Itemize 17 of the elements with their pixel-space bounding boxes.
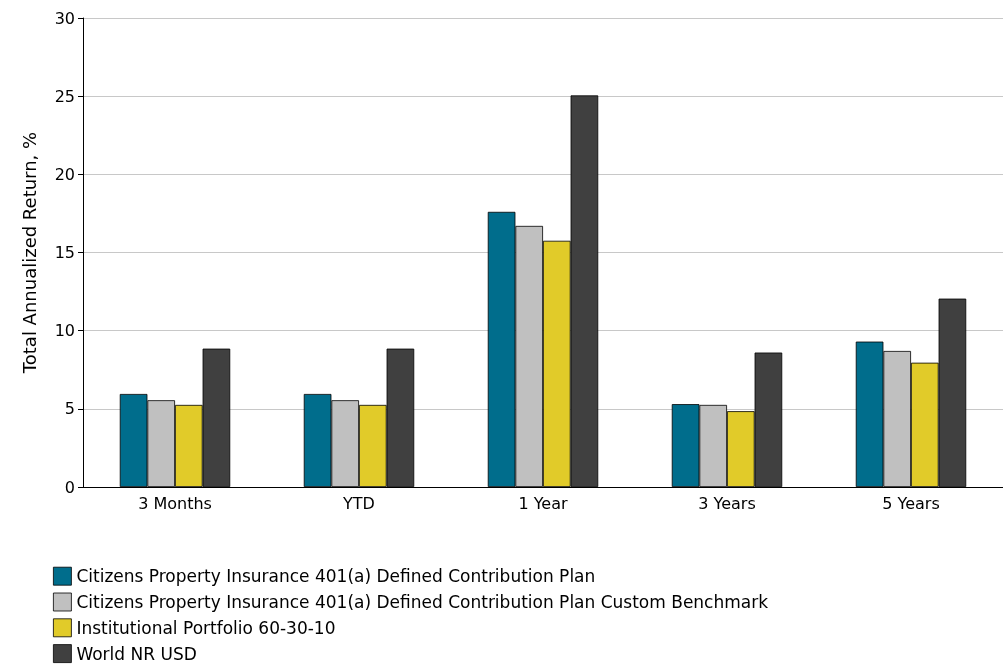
x-tick-label: 3 Months <box>138 493 212 513</box>
x-tick-label: 1 Year <box>518 493 568 513</box>
y-tick-label: 25 <box>54 86 75 106</box>
x-tick-label: 3 Years <box>698 493 756 513</box>
y-axis-title: Total Annualized Return, % <box>18 131 40 375</box>
y-tick-label: 10 <box>54 321 75 341</box>
legend-label: Citizens Property Insurance 401(a) Defined Contribution Plan <box>76 566 596 587</box>
x-tick-label: 5 Years <box>882 493 940 513</box>
legend-label: Citizens Property Insurance 401(a) Defined Contribution Plan Custom Benchmark <box>76 592 769 612</box>
y-tick-label: 20 <box>54 164 75 184</box>
y-tick-label: 30 <box>54 8 75 28</box>
y-tick-label: 15 <box>54 243 75 262</box>
legend-label: World NR USD <box>76 643 197 664</box>
y-tick-label: 5 <box>64 399 75 419</box>
x-tick-label: YTD <box>342 493 375 513</box>
legend-label: Institutional Portfolio 60-30-10 <box>76 617 336 638</box>
y-tick-label: 0 <box>64 477 75 497</box>
